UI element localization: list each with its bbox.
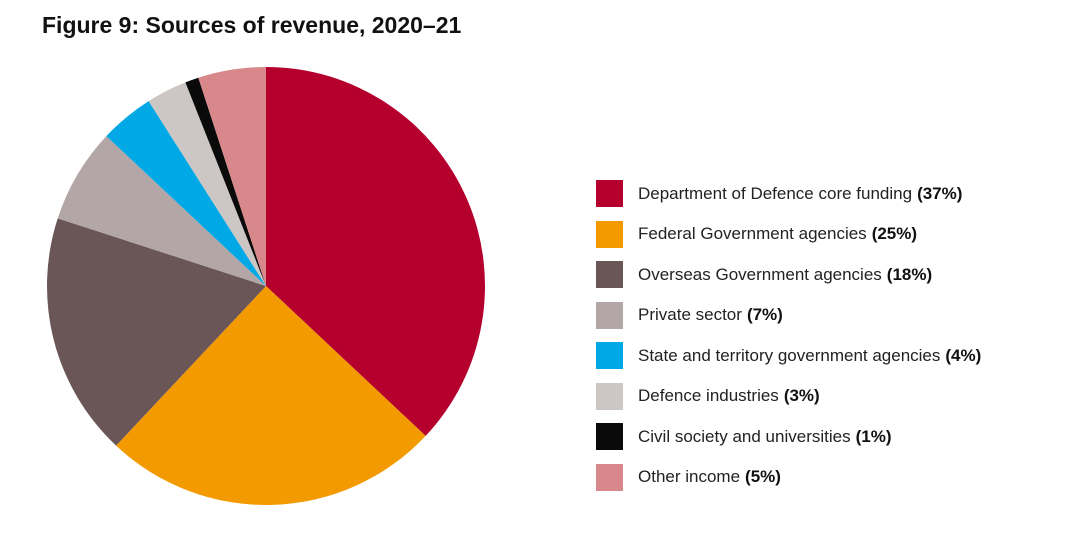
legend-item: Department of Defence core funding (37%) <box>596 180 981 207</box>
legend-percentage: (18%) <box>886 264 933 284</box>
legend-swatch <box>596 463 623 491</box>
chart-legend: Department of Defence core funding (37%) F… <box>596 180 981 504</box>
pie-slice-0 <box>266 67 485 436</box>
legend-swatch <box>596 382 623 410</box>
legend-percentage: (3%) <box>783 386 820 405</box>
pie-slice-1 <box>116 286 426 505</box>
pie-slice-4 <box>106 101 267 286</box>
legend-label: Defence industries <box>638 386 779 405</box>
legend-percentage: (37%) <box>917 183 963 203</box>
legend-percentage: (4%) <box>945 345 982 365</box>
legend-swatch <box>596 180 623 207</box>
legend-swatch <box>596 342 623 369</box>
pie-slice-2 <box>46 218 266 446</box>
legend-item: Civil society and universities (1%) <box>596 423 981 450</box>
legend-percentage: (5%) <box>745 467 781 486</box>
legend-swatch <box>596 423 623 450</box>
legend-label: Civil society and universities <box>638 426 851 446</box>
pie-slice-5 <box>148 82 266 286</box>
legend-item: State and territory government agencies(… <box>596 342 981 369</box>
legend-swatch <box>596 220 623 248</box>
legend-item: Defence industries (3%) <box>596 382 981 410</box>
legend-label: Private sector <box>638 305 742 324</box>
pie-chart <box>46 67 485 505</box>
legend-item: Other income (5%) <box>596 463 981 491</box>
legend-label: Federal Government agencies <box>638 224 867 243</box>
legend-label: Other income <box>638 467 741 486</box>
legend-item: Overseas Government agencies (18%) <box>596 261 981 288</box>
legend-item: Federal Government agencies (25%) <box>596 220 981 248</box>
legend-label: State and territory government agencies <box>638 345 941 365</box>
legend-label: Overseas Government agencies <box>638 264 882 284</box>
pie-slice-3 <box>57 136 266 286</box>
legend-percentage: (1%) <box>855 426 892 446</box>
pie-slice-7 <box>198 67 266 286</box>
legend-percentage: (25%) <box>871 224 918 243</box>
pie-slice-6 <box>185 77 266 286</box>
legend-item: Private sector (7%) <box>596 301 981 329</box>
legend-percentage: (7%) <box>746 305 783 324</box>
legend-label: Department of Defence core funding <box>638 183 913 203</box>
legend-swatch <box>596 261 623 288</box>
legend-swatch <box>596 301 623 329</box>
chart-title: Figure 9: Sources of revenue, 2020–21 <box>42 12 462 38</box>
